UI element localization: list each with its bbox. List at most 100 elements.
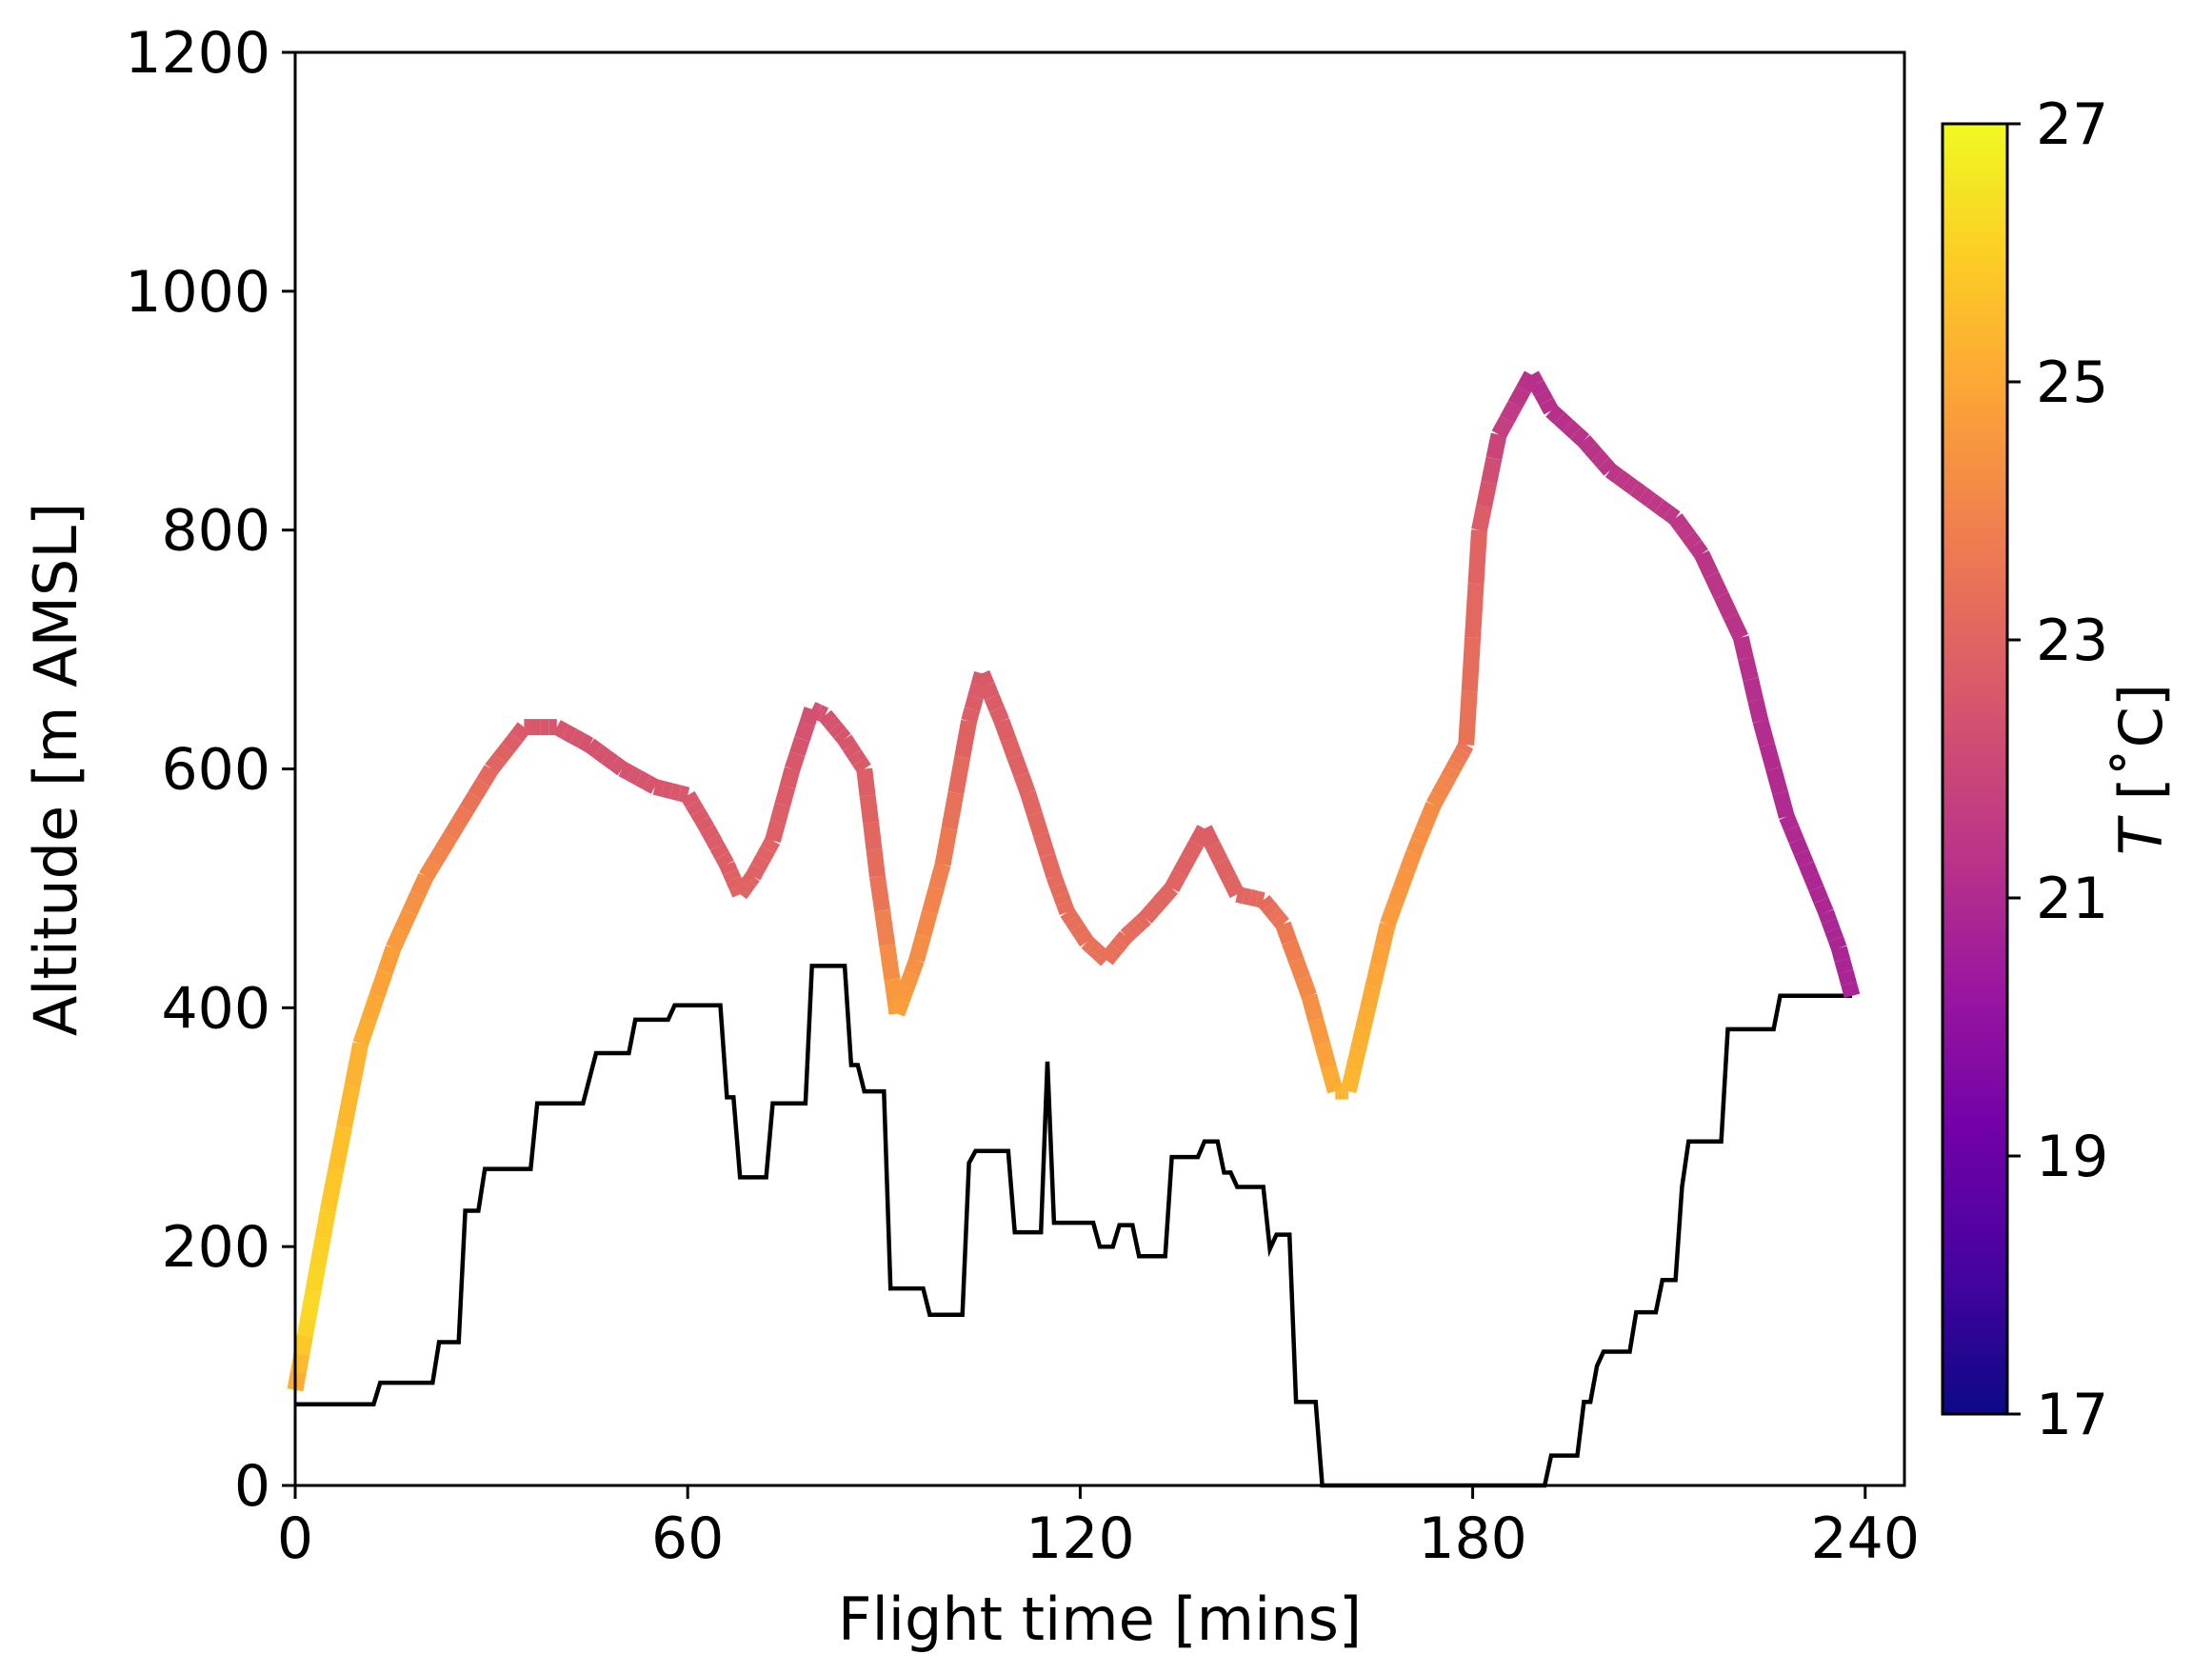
flight-segment: [1314, 1041, 1337, 1070]
flight-segment: [837, 734, 857, 751]
flight-segment: [979, 682, 1000, 701]
flight-segment: [1445, 759, 1464, 773]
flight-segment: [1738, 656, 1759, 682]
flight-segment: [904, 957, 925, 977]
flight-segment: [1386, 885, 1408, 909]
flight-segment: [1779, 813, 1800, 832]
flight-segment: [856, 767, 876, 797]
flight-segment: [908, 933, 931, 963]
flight-segment: [1675, 522, 1696, 541]
flight-segment: [1467, 529, 1487, 585]
flight-segment: [1069, 923, 1089, 940]
terrain-line: [295, 964, 1852, 1488]
flight-segment: [1784, 826, 1804, 844]
flight-segment: [293, 1334, 313, 1356]
flight-segment: [1081, 936, 1098, 953]
flight-segment: [1491, 415, 1515, 439]
flight-segment: [1597, 457, 1617, 476]
flight-segment: [685, 799, 705, 817]
flight-segment: [369, 968, 393, 999]
flight-segment: [1837, 969, 1857, 986]
colorbar-label: T [˚C]: [2106, 684, 2176, 855]
flight-segment: [889, 997, 910, 1017]
y-tick-label: 400: [161, 975, 270, 1042]
flight-segment: [1301, 993, 1324, 1023]
flight-segment: [1172, 854, 1196, 878]
flight-segment: [1638, 488, 1656, 508]
flight-segment: [934, 827, 958, 867]
flight-segment: [1033, 831, 1056, 858]
flight-segment: [1000, 736, 1023, 760]
flight-segment: [1242, 887, 1252, 906]
flight-segment: [746, 863, 766, 881]
flight-segment: [1577, 435, 1597, 453]
y-axis-label: Altitude [m AMSL]: [21, 503, 90, 1036]
flight-segment: [1613, 469, 1632, 489]
flight-segment: [1248, 889, 1259, 907]
flight-segment: [1181, 839, 1204, 863]
flight-segment: [1529, 379, 1549, 397]
flight-segment: [1465, 583, 1485, 639]
flight-segment: [451, 805, 474, 827]
flight-segment: [1733, 635, 1754, 661]
flight-segment: [344, 1042, 369, 1087]
flight-segment: [818, 709, 837, 727]
flight-segment: [352, 1017, 377, 1046]
flight-segment: [680, 790, 700, 808]
flight-segment: [1818, 909, 1837, 925]
flight-segment: [695, 816, 715, 833]
flight-segment: [1257, 895, 1275, 912]
flight-segment: [634, 770, 651, 790]
flight-segment: [1553, 411, 1573, 432]
flight-segment: [1584, 442, 1604, 461]
flight-segment: [1135, 911, 1151, 929]
flight-segment: [1086, 940, 1103, 958]
flight-segment: [1788, 837, 1809, 856]
flight-segment: [1049, 882, 1068, 898]
flight-segment: [1020, 790, 1043, 817]
flight-segment: [1105, 943, 1123, 960]
flight-segment: [460, 791, 483, 814]
flight-segment: [1458, 690, 1478, 746]
y-tick-label: 1200: [125, 20, 270, 87]
flight-segment: [493, 743, 514, 764]
flight-segment: [1340, 1068, 1362, 1094]
flight-segment: [1713, 591, 1739, 621]
flight-segment: [1275, 921, 1298, 946]
flight-segment: [608, 756, 628, 776]
flight-segment: [811, 703, 823, 720]
flight-segment: [1288, 957, 1310, 981]
flight-segment: [1307, 1017, 1330, 1046]
flight-segment: [1441, 765, 1461, 783]
flight-segment: [1235, 886, 1246, 905]
flight-segment: [1629, 481, 1648, 501]
flight-segment: [961, 707, 981, 724]
flight-segment: [1262, 901, 1280, 918]
flight-segment: [828, 722, 847, 739]
x-tick-label: 0: [277, 1505, 313, 1572]
colorbar-tick-label: 23: [2036, 608, 2108, 674]
flight-segment: [1813, 897, 1834, 916]
flight-segment: [1360, 985, 1382, 1010]
flight-segment: [1146, 898, 1166, 916]
plot-frame: [293, 50, 1906, 1487]
colorbar-label-symbol: T: [2106, 815, 2176, 855]
flight-segment: [928, 862, 951, 891]
flight-segment: [719, 861, 738, 876]
flight-segment: [1604, 464, 1624, 484]
flight-segment: [1772, 790, 1795, 819]
flight-segment: [377, 945, 402, 975]
flight-segment: [1645, 493, 1664, 513]
flight-segment: [899, 970, 920, 990]
flight-segment: [1254, 890, 1265, 908]
flight-segment: [1026, 810, 1049, 838]
x-tick-label: 120: [1026, 1505, 1135, 1572]
flight-segment: [319, 1166, 345, 1213]
flight-segment: [705, 833, 725, 851]
flight-segment: [1485, 432, 1507, 461]
flight-segment: [769, 802, 791, 826]
flight-segment: [984, 693, 1005, 713]
flight-segment: [879, 944, 901, 981]
flight-segment: [1752, 719, 1775, 747]
y-tick-label: 1000: [125, 259, 270, 326]
